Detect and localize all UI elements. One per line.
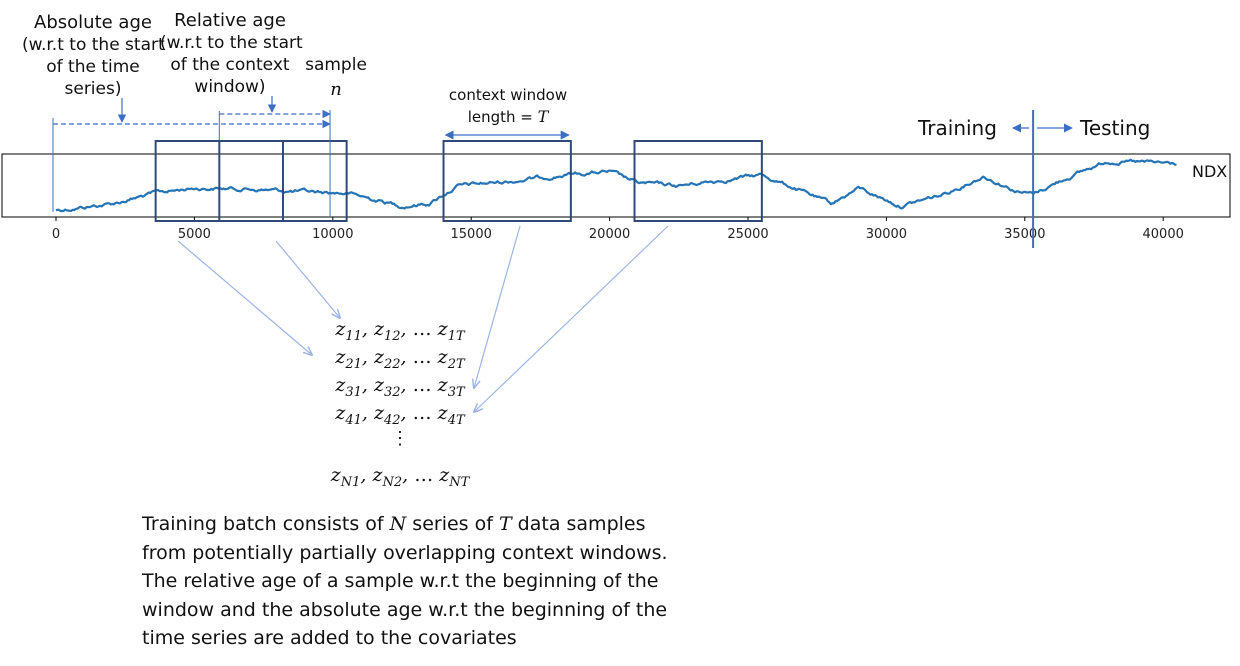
batch-row-2: z21, z22, … z2T <box>335 346 465 372</box>
context-window-box-4 <box>633 140 763 222</box>
ndx-series-line <box>55 158 1177 213</box>
window-connector-2 <box>275 240 340 318</box>
series-name-label: NDX <box>1192 162 1228 181</box>
plot-frame <box>1 153 1231 218</box>
context-window-label: context window length = T <box>448 86 568 126</box>
caption-line-1: Training batch consists of N series of T… <box>142 513 646 535</box>
relative-age-label: Relative age (w.r.t to the start of the … <box>160 10 303 97</box>
context-windows <box>154 140 763 222</box>
caption: Training batch consists of N series of T… <box>142 510 668 653</box>
absolute-age-label: Absolute age (w.r.t to the start of the … <box>22 12 165 99</box>
sample-label: sample n <box>305 55 367 100</box>
caption-line-5: time series are added to the covariates <box>142 627 517 649</box>
annotation-arrows <box>52 96 1073 248</box>
context-window-box-3 <box>442 140 572 222</box>
testing-label: Testing <box>1080 116 1151 140</box>
x-axis: 0 5000 10000 15000 20000 25000 30000 35000 40000 <box>52 217 1184 242</box>
batch-row-3: z31, z32, … z3T <box>335 374 465 400</box>
batch-row-1: z11, z12, … z1T <box>335 318 465 344</box>
x-tick-label: 20000 <box>589 227 630 242</box>
x-tick-label: 25000 <box>727 227 768 242</box>
x-tick-label: 15000 <box>451 227 492 242</box>
training-label: Training <box>918 116 997 140</box>
window-connector-4 <box>474 225 669 412</box>
x-tick-label: 10000 <box>312 227 353 242</box>
window-connector-3 <box>474 225 521 388</box>
x-tick-label: 30000 <box>866 227 907 242</box>
window-connector-1 <box>177 240 312 355</box>
batch-row-5: zN1, zN2, … zNT <box>330 464 470 490</box>
x-tick-label: 5000 <box>178 227 211 242</box>
x-tick-label: 35000 <box>1004 227 1045 242</box>
window-to-row-connectors <box>177 225 669 412</box>
context-window-box-2 <box>218 140 348 222</box>
caption-line-2: from potentially partially overlapping c… <box>142 541 668 564</box>
x-tick-label: 40000 <box>1143 227 1184 242</box>
vertical-ellipsis: ⋮ <box>391 428 409 449</box>
caption-line-3: The relative age of a sample w.r.t the b… <box>142 570 659 592</box>
batch-row-4: z41, z42, … z4T <box>335 402 465 428</box>
x-tick-label: 0 <box>52 227 60 242</box>
caption-line-4: window and the absolute age w.r.t the be… <box>142 598 668 621</box>
